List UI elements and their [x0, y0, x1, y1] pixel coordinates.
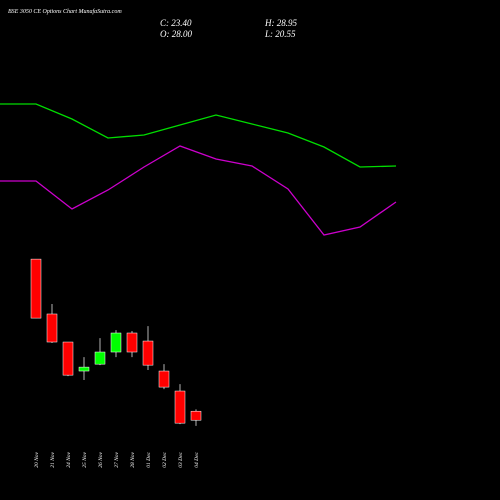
candle-body: [94, 351, 106, 365]
candle-body: [62, 341, 74, 376]
x-tick-label: 03 Dec: [178, 451, 184, 467]
candle-body: [142, 340, 154, 366]
x-tick-label: 26 Nov: [98, 451, 104, 467]
x-tick-label: 28 Nov: [130, 451, 136, 467]
close-label: C: 23.40: [160, 18, 192, 28]
x-tick-label: 21 Nov: [50, 451, 56, 467]
x-tick-label: 25 Nov: [82, 451, 88, 467]
candle-body: [110, 332, 122, 353]
x-tick-label: 20 Nov: [34, 451, 40, 467]
candle-body: [78, 366, 90, 372]
high-label: H: 28.95: [264, 18, 297, 28]
low-label: L: 20.55: [264, 29, 296, 39]
candle-body: [158, 370, 170, 388]
candle-body: [46, 313, 58, 343]
open-label: O: 28.00: [160, 29, 192, 39]
candle-body: [174, 390, 186, 424]
x-tick-label: 04 Dec: [193, 451, 200, 467]
indicator-line: [0, 103, 397, 168]
candle-body: [190, 410, 202, 421]
candle-body: [30, 258, 42, 319]
candle-body: [126, 332, 138, 353]
x-tick-label: 02 Dec: [162, 451, 168, 467]
indicator-line: [0, 145, 397, 236]
chart-title: BSE 3050 CE Options Chart MunafaSutra.co…: [8, 8, 122, 15]
x-tick-label: 27 Nov: [114, 451, 120, 467]
x-tick-label: 01 Dec: [146, 451, 152, 467]
x-tick-label: 24 Nov: [65, 451, 72, 467]
